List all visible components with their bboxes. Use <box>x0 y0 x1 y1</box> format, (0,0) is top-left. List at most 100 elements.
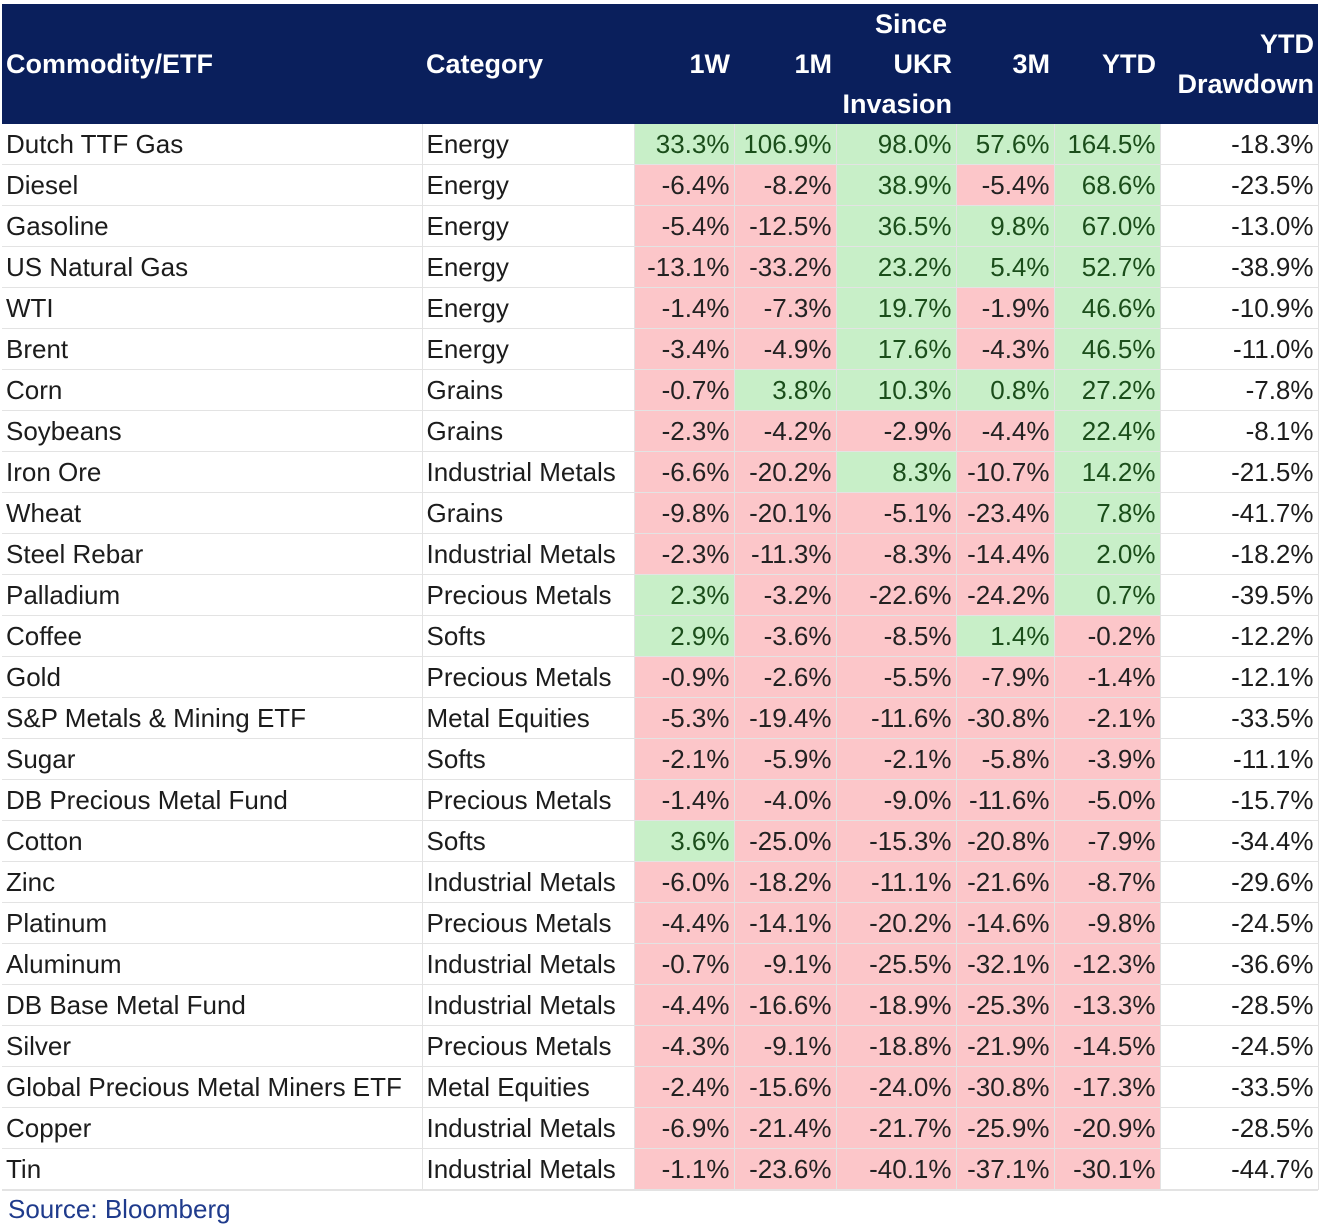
table-row[interactable]: Platinum Precious Metals -4.4% -14.1% -20.2%… <box>2 902 1319 944</box>
cell-ytd: 46.6% <box>1054 287 1161 329</box>
table-row[interactable]: Dutch TTF Gas Energy 33.3% 106.9% 98.0% 57.6%… <box>2 124 1319 165</box>
cell-1w: -4.4% <box>634 902 735 944</box>
cell-ytd-drawdown: -34.4% <box>1160 820 1319 862</box>
table-row[interactable]: Brent Energy -3.4% -4.9% 17.6% -4.3% 46.5% -11.… <box>2 328 1319 370</box>
table-row[interactable]: Palladium Precious Metals 2.3% -3.2% -22.6% -… <box>2 574 1319 616</box>
header-1w[interactable]: 1W <box>634 4 734 124</box>
cell-ytd: 27.2% <box>1054 369 1161 411</box>
cell-since-ukr: 38.9% <box>836 164 957 206</box>
table-row[interactable]: Coffee Softs 2.9% -3.6% -8.5% 1.4% -0.2% -12.2% <box>2 615 1319 657</box>
cell-3m: -30.8% <box>956 697 1055 739</box>
cell-commodity: Diesel <box>2 164 423 206</box>
table-row[interactable]: Wheat Grains -9.8% -20.1% -5.1% -23.4% 7.8% -41… <box>2 492 1319 534</box>
header-since-line1: Since <box>874 9 948 39</box>
cell-commodity: Dutch TTF Gas <box>2 124 423 165</box>
table-row[interactable]: Global Precious Metal Miners ETF Metal Eq… <box>2 1066 1319 1108</box>
cell-1m: -4.0% <box>734 779 837 821</box>
table-row[interactable]: Soybeans Grains -2.3% -4.2% -2.9% -4.4% 22.4% -… <box>2 410 1319 452</box>
table-row[interactable]: Corn Grains -0.7% 3.8% 10.3% 0.8% 27.2% -7.8% <box>2 369 1319 411</box>
cell-category: Energy <box>422 287 635 329</box>
table-row[interactable]: S&P Metals & Mining ETF Metal Equities -5.… <box>2 697 1319 739</box>
cell-1w: -6.0% <box>634 861 735 903</box>
cell-1w: -5.3% <box>634 697 735 739</box>
cell-1m: -11.3% <box>734 533 837 575</box>
table-row[interactable]: Tin Industrial Metals -1.1% -23.6% -40.1% -37… <box>2 1148 1319 1190</box>
header-ytd-drawdown[interactable]: YTD Drawdown <box>1160 4 1318 124</box>
cell-since-ukr: -11.1% <box>836 861 957 903</box>
table-row[interactable]: Copper Industrial Metals -6.9% -21.4% -21.7%… <box>2 1107 1319 1149</box>
table-row[interactable]: US Natural Gas Energy -13.1% -33.2% 23.2% 5.4… <box>2 246 1319 288</box>
cell-category: Precious Metals <box>422 574 635 616</box>
cell-category: Softs <box>422 820 635 862</box>
cell-since-ukr: -15.3% <box>836 820 957 862</box>
cell-1m: 3.8% <box>734 369 837 411</box>
cell-category: Energy <box>422 205 635 247</box>
header-since-line3: Invasion <box>842 89 952 119</box>
cell-ytd: 46.5% <box>1054 328 1161 370</box>
table-row[interactable]: Gasoline Energy -5.4% -12.5% 36.5% 9.8% 67.0% -… <box>2 205 1319 247</box>
header-ytd[interactable]: YTD <box>1054 4 1160 124</box>
cell-ytd: 0.7% <box>1054 574 1161 616</box>
table-row[interactable]: Iron Ore Industrial Metals -6.6% -20.2% 8.3%… <box>2 451 1319 493</box>
cell-since-ukr: -40.1% <box>836 1148 957 1190</box>
cell-commodity: Wheat <box>2 492 423 534</box>
header-category[interactable]: Category <box>422 4 634 124</box>
header-1m[interactable]: 1M <box>734 4 836 124</box>
cell-1w: -4.3% <box>634 1025 735 1067</box>
cell-commodity: Brent <box>2 328 423 370</box>
table-row[interactable]: Cotton Softs 3.6% -25.0% -15.3% -20.8% -7.9% -3… <box>2 820 1319 862</box>
cell-1m: -16.6% <box>734 984 837 1026</box>
cell-ytd: 22.4% <box>1054 410 1161 452</box>
cell-ytd: -12.3% <box>1054 943 1161 985</box>
cell-ytd: -14.5% <box>1054 1025 1161 1067</box>
cell-3m: -23.4% <box>956 492 1055 534</box>
cell-ytd-drawdown: -33.5% <box>1160 697 1319 739</box>
table-row[interactable]: Zinc Industrial Metals -6.0% -18.2% -11.1% -2… <box>2 861 1319 903</box>
cell-1w: -2.3% <box>634 410 735 452</box>
cell-category: Precious Metals <box>422 779 635 821</box>
cell-ytd-drawdown: -33.5% <box>1160 1066 1319 1108</box>
table-row[interactable]: DB Precious Metal Fund Precious Metals -1.… <box>2 779 1319 821</box>
cell-1w: -6.6% <box>634 451 735 493</box>
cell-category: Energy <box>422 328 635 370</box>
cell-1m: -20.2% <box>734 451 837 493</box>
header-commodity[interactable]: Commodity/ETF <box>2 4 422 124</box>
cell-ytd: 14.2% <box>1054 451 1161 493</box>
header-since-ukr-invasion[interactable]: Since UKR Invasion <box>836 4 956 124</box>
cell-ytd: -5.0% <box>1054 779 1161 821</box>
table-row[interactable]: DB Base Metal Fund Industrial Metals -4.4%… <box>2 984 1319 1026</box>
cell-commodity: Palladium <box>2 574 423 616</box>
table-body: Dutch TTF Gas Energy 33.3% 106.9% 98.0% 57.6%… <box>2 124 1319 1190</box>
table-row[interactable]: WTI Energy -1.4% -7.3% 19.7% -1.9% 46.6% -10.9% <box>2 287 1319 329</box>
cell-1w: -6.9% <box>634 1107 735 1149</box>
cell-since-ukr: -2.1% <box>836 738 957 780</box>
cell-1m: -5.9% <box>734 738 837 780</box>
table-row[interactable]: Aluminum Industrial Metals -0.7% -9.1% -25.5… <box>2 943 1319 985</box>
table-row[interactable]: Gold Precious Metals -0.9% -2.6% -5.5% -7.9% -… <box>2 656 1319 698</box>
cell-commodity: Global Precious Metal Miners ETF <box>2 1066 423 1108</box>
cell-ytd-drawdown: -28.5% <box>1160 984 1319 1026</box>
cell-since-ukr: -2.9% <box>836 410 957 452</box>
cell-1m: -20.1% <box>734 492 837 534</box>
cell-3m: -1.9% <box>956 287 1055 329</box>
cell-1w: -2.4% <box>634 1066 735 1108</box>
cell-1w: -0.9% <box>634 656 735 698</box>
cell-commodity: Coffee <box>2 615 423 657</box>
cell-ytd-drawdown: -24.5% <box>1160 902 1319 944</box>
cell-since-ukr: 23.2% <box>836 246 957 288</box>
table-row[interactable]: Sugar Softs -2.1% -5.9% -2.1% -5.8% -3.9% -11.1… <box>2 738 1319 780</box>
cell-ytd: -2.1% <box>1054 697 1161 739</box>
cell-since-ukr: -18.8% <box>836 1025 957 1067</box>
source-note: Source: Bloomberg <box>8 1194 231 1224</box>
cell-3m: -14.6% <box>956 902 1055 944</box>
cell-1w: 3.6% <box>634 820 735 862</box>
header-3m[interactable]: 3M <box>956 4 1054 124</box>
cell-ytd: -8.7% <box>1054 861 1161 903</box>
cell-category: Grains <box>422 369 635 411</box>
table-row[interactable]: Diesel Energy -6.4% -8.2% 38.9% -5.4% 68.6% -23… <box>2 164 1319 206</box>
table-row[interactable]: Silver Precious Metals -4.3% -9.1% -18.8% -21… <box>2 1025 1319 1067</box>
cell-1m: -21.4% <box>734 1107 837 1149</box>
table-row[interactable]: Steel Rebar Industrial Metals -2.3% -11.3% -… <box>2 533 1319 575</box>
cell-1w: -6.4% <box>634 164 735 206</box>
cell-ytd-drawdown: -41.7% <box>1160 492 1319 534</box>
